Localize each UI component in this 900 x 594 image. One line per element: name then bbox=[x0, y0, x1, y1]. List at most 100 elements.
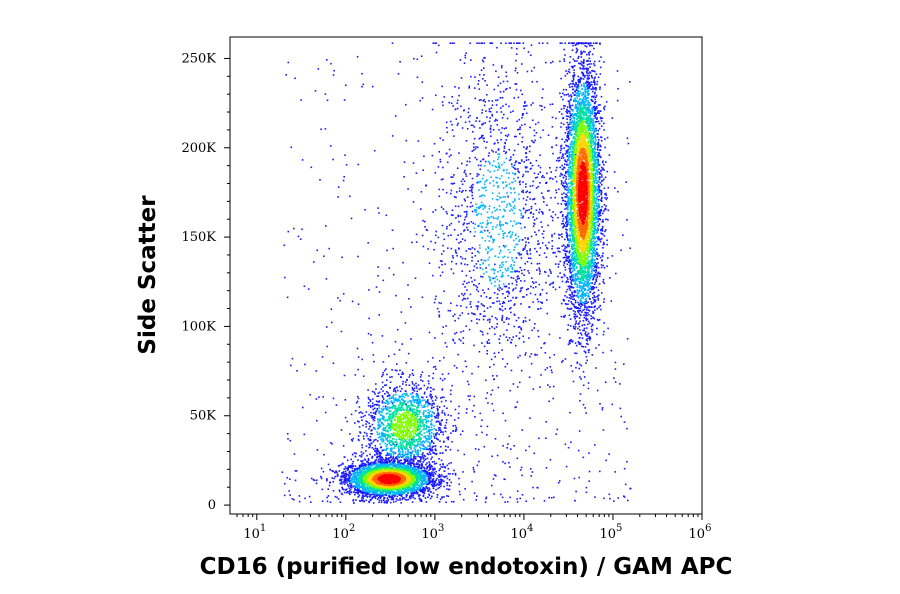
scatter-point bbox=[554, 196, 556, 199]
scatter-point bbox=[583, 327, 586, 330]
scatter-point bbox=[588, 335, 591, 338]
scatter-point bbox=[332, 397, 335, 400]
scatter-point bbox=[471, 247, 474, 249]
scatter-point bbox=[602, 278, 605, 281]
scatter-point bbox=[543, 342, 545, 345]
scatter-point bbox=[548, 189, 550, 192]
scatter-point bbox=[547, 224, 549, 227]
scatter-point bbox=[505, 151, 507, 153]
scatter-point bbox=[369, 404, 372, 407]
scatter-point bbox=[442, 178, 444, 180]
scatter-point bbox=[368, 443, 370, 445]
scatter-point bbox=[476, 42, 478, 44]
scatter-point bbox=[483, 345, 486, 348]
scatter-point bbox=[535, 281, 537, 283]
scatter-point bbox=[426, 465, 429, 468]
scatter-point bbox=[427, 445, 429, 447]
scatter-point bbox=[494, 255, 497, 257]
scatter-point bbox=[516, 47, 518, 50]
scatter-point bbox=[562, 185, 565, 188]
scatter-point bbox=[588, 293, 590, 295]
scatter-point bbox=[378, 404, 380, 407]
scatter-point bbox=[468, 157, 471, 159]
scatter-point bbox=[471, 280, 473, 283]
scatter-point bbox=[416, 488, 418, 491]
scatter-point bbox=[566, 296, 568, 299]
scatter-point bbox=[411, 392, 414, 394]
scatter-point bbox=[620, 249, 622, 251]
scatter-point bbox=[351, 440, 354, 442]
scatter-point bbox=[513, 261, 516, 263]
scatter-point bbox=[453, 501, 455, 503]
scatter-point bbox=[518, 118, 521, 121]
scatter-point bbox=[596, 275, 599, 277]
scatter-point bbox=[564, 185, 566, 187]
scatter-point bbox=[394, 340, 397, 343]
scatter-point bbox=[420, 469, 423, 471]
scatter-point bbox=[597, 215, 600, 217]
scatter-point bbox=[508, 148, 511, 151]
scatter-point bbox=[506, 501, 509, 503]
scatter-point bbox=[360, 463, 363, 465]
scatter-point bbox=[484, 501, 487, 503]
scatter-point bbox=[330, 321, 333, 324]
scatter-point bbox=[568, 146, 571, 149]
scatter-point bbox=[426, 405, 429, 408]
scatter-point bbox=[570, 275, 573, 278]
scatter-point bbox=[600, 199, 602, 201]
scatter-point bbox=[497, 271, 499, 273]
scatter-point bbox=[355, 402, 358, 404]
scatter-point bbox=[519, 126, 521, 129]
scatter-point bbox=[435, 434, 437, 437]
scatter-point bbox=[505, 336, 508, 338]
scatter-point bbox=[332, 158, 334, 161]
scatter-point bbox=[486, 350, 489, 352]
scatter-point bbox=[532, 388, 535, 390]
scatter-point bbox=[389, 376, 391, 378]
scatter-point bbox=[567, 244, 569, 246]
scatter-point bbox=[590, 328, 593, 331]
scatter-point bbox=[598, 178, 601, 181]
scatter-point bbox=[572, 58, 575, 61]
scatter-point bbox=[362, 83, 365, 86]
scatter-point bbox=[389, 454, 392, 456]
scatter-point bbox=[425, 482, 427, 484]
scatter-point bbox=[581, 68, 584, 70]
scatter-point bbox=[361, 446, 364, 449]
scatter-point bbox=[394, 115, 397, 117]
scatter-point bbox=[468, 120, 471, 123]
scatter-point bbox=[442, 431, 444, 433]
scatter-point bbox=[350, 438, 353, 441]
scatter-point bbox=[441, 411, 443, 414]
scatter-point bbox=[434, 365, 437, 368]
scatter-point bbox=[593, 95, 595, 98]
scatter-point bbox=[505, 318, 508, 321]
scatter-point bbox=[473, 395, 476, 398]
scatter-point bbox=[562, 217, 565, 220]
scatter-point bbox=[427, 476, 430, 478]
scatter-point bbox=[591, 286, 594, 288]
scatter-point bbox=[346, 420, 348, 423]
scatter-point bbox=[569, 276, 571, 279]
scatter-point bbox=[601, 407, 604, 409]
scatter-point bbox=[440, 482, 443, 484]
scatter-point bbox=[371, 433, 373, 435]
scatter-point bbox=[485, 179, 488, 182]
scatter-point bbox=[482, 268, 484, 271]
scatter-point bbox=[476, 306, 479, 308]
scatter-point bbox=[599, 149, 601, 151]
scatter-point bbox=[600, 229, 602, 232]
scatter-point bbox=[524, 237, 527, 239]
scatter-point bbox=[452, 338, 454, 341]
scatter-point bbox=[438, 481, 440, 483]
scatter-point bbox=[569, 249, 571, 252]
scatter-point bbox=[339, 482, 342, 485]
scatter-point bbox=[597, 158, 599, 161]
scatter-point bbox=[580, 42, 583, 45]
scatter-point bbox=[422, 495, 425, 498]
scatter-point bbox=[476, 322, 478, 325]
scatter-point bbox=[394, 389, 396, 392]
scatter-point bbox=[342, 481, 345, 483]
scatter-point bbox=[504, 232, 506, 235]
scatter-point bbox=[432, 469, 435, 471]
